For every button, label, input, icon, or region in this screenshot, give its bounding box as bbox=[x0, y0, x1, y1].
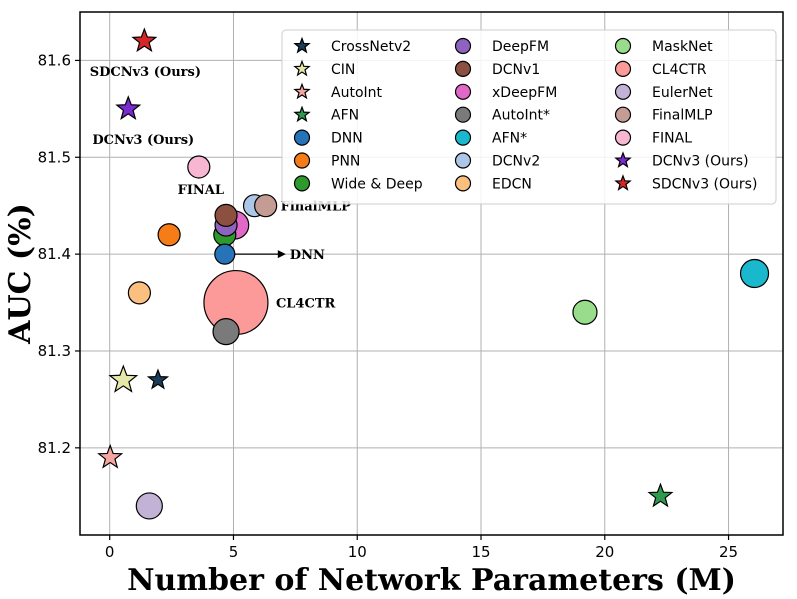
y-tick-label: 81.2 bbox=[38, 439, 71, 457]
legend-marker bbox=[614, 129, 632, 146]
legend-marker bbox=[454, 175, 472, 192]
legend-label: AutoInt bbox=[331, 85, 383, 101]
legend-label: MaskNet bbox=[652, 39, 713, 55]
legend-label: FinalMLP bbox=[652, 108, 713, 124]
legend-marker bbox=[293, 152, 311, 169]
legend-label: xDeepFM bbox=[492, 85, 557, 101]
dnn-arrow-head bbox=[277, 250, 286, 259]
annotation-label: DCNv3 (Ours) bbox=[92, 133, 194, 148]
point-pnn bbox=[157, 223, 181, 247]
point-cin bbox=[108, 364, 139, 393]
legend-marker bbox=[614, 106, 632, 123]
annotation-label: DNN bbox=[290, 248, 325, 263]
y-tick-label: 81.4 bbox=[38, 245, 71, 263]
legend-marker bbox=[293, 105, 311, 123]
axis-ticks: 0 5 10 15 20 25 81.2 81.3 81.4 81.5 81.6 bbox=[38, 51, 738, 561]
annotation-label: SDCNv3 (Ours) bbox=[90, 65, 201, 80]
legend-marker bbox=[293, 175, 311, 192]
legend-marker bbox=[614, 151, 632, 168]
legend-label: DCNv3 (Ours) bbox=[652, 154, 749, 170]
point-edcn bbox=[127, 281, 152, 305]
legend-marker bbox=[293, 36, 311, 54]
legend-label: AFN* bbox=[492, 131, 527, 147]
x-tick-label: 25 bbox=[719, 543, 738, 561]
point-dcnv3-ours- bbox=[115, 95, 142, 120]
point-autoint bbox=[97, 443, 124, 469]
point-dnn bbox=[214, 243, 236, 265]
y-axis-title: AUC (%) bbox=[3, 203, 38, 345]
legend-label: AutoInt* bbox=[492, 108, 550, 124]
x-tick-label: 5 bbox=[229, 543, 239, 561]
legend-box bbox=[281, 29, 777, 205]
legend-label: AFN bbox=[331, 108, 359, 124]
legend-marker bbox=[614, 37, 632, 55]
x-tick-label: 15 bbox=[471, 543, 490, 561]
plot-frame bbox=[79, 11, 784, 536]
legend-label: FINAL bbox=[652, 131, 692, 147]
legend-marker bbox=[614, 83, 632, 100]
point-crossnetv2 bbox=[146, 368, 170, 390]
legend-marker bbox=[454, 129, 472, 146]
legend-label: Wide & Deep bbox=[331, 176, 423, 192]
point-finalmlp bbox=[254, 194, 278, 218]
point-afn bbox=[647, 482, 674, 508]
legend: CrossNetv2 CIN AutoInt AFN DNN PNN Wide & Deep… bbox=[281, 29, 777, 205]
y-tick-label: 81.6 bbox=[38, 51, 71, 69]
point-eulernet bbox=[135, 492, 163, 520]
legend-marker bbox=[293, 129, 311, 146]
legend-label: CrossNetv2 bbox=[331, 39, 411, 55]
legend-label: DNN bbox=[331, 131, 363, 147]
legend-marker bbox=[454, 106, 472, 123]
legend-label: DCNv1 bbox=[492, 62, 540, 78]
legend-label: PNN bbox=[331, 154, 360, 170]
legend-marker bbox=[614, 60, 632, 78]
legend-marker bbox=[293, 59, 311, 77]
annotation-label: FINAL bbox=[178, 183, 224, 198]
x-tick-label: 20 bbox=[595, 543, 614, 561]
x-axis-title: Number of Network Parameters (M) bbox=[127, 563, 736, 598]
y-tick-label: 81.3 bbox=[38, 342, 71, 360]
point-autoint- bbox=[212, 318, 240, 346]
x-tick-label: 0 bbox=[105, 543, 115, 561]
legend-marker bbox=[454, 37, 472, 55]
point-masknet bbox=[572, 299, 598, 325]
legend-marker bbox=[454, 83, 472, 100]
legend-marker bbox=[293, 82, 311, 100]
x-tick-label: 10 bbox=[348, 543, 367, 561]
legend-marker bbox=[614, 174, 632, 191]
point-sdcnv3-ours- bbox=[131, 27, 158, 53]
legend-marker bbox=[454, 152, 472, 169]
legend-label: CL4CTR bbox=[652, 62, 707, 78]
legend-label: CIN bbox=[331, 62, 355, 78]
legend-label: EDCN bbox=[492, 176, 532, 192]
y-tick-label: 81.5 bbox=[38, 148, 71, 166]
annotations: SDCNv3 (Ours)DCNv3 (Ours)FINALFinalMLPDN… bbox=[90, 65, 351, 311]
legend-label: DeepFM bbox=[492, 39, 549, 55]
point-dcnv1 bbox=[214, 203, 238, 227]
annotation-label: CL4CTR bbox=[276, 297, 336, 312]
point-final bbox=[187, 155, 211, 179]
legend-marker bbox=[454, 60, 472, 78]
data-points bbox=[97, 27, 770, 520]
legend-label: DCNv2 bbox=[492, 154, 540, 170]
point-afn- bbox=[739, 258, 770, 289]
legend-label: EulerNet bbox=[652, 85, 713, 101]
legend-label: SDCNv3 (Ours) bbox=[652, 176, 757, 192]
